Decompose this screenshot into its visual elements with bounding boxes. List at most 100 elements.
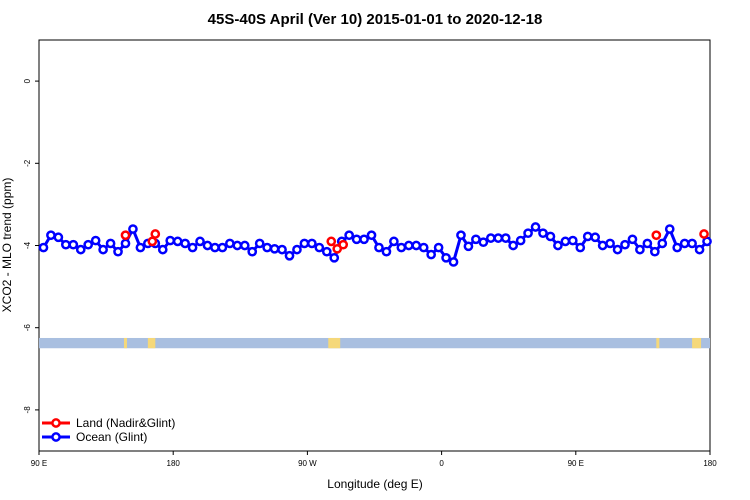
ocean-data-point xyxy=(307,238,317,249)
y-tick-label: -2 xyxy=(23,159,32,167)
ocean-data-point xyxy=(374,242,384,253)
ocean-data-point xyxy=(582,231,593,242)
land-data-point xyxy=(326,236,337,247)
land-band-segment xyxy=(147,337,156,349)
land-data-point xyxy=(120,230,131,241)
land-band-segment xyxy=(123,337,127,349)
ocean-data-point xyxy=(433,242,444,253)
ocean-data-point xyxy=(612,244,623,255)
x-axis-label: Longitude (deg E) xyxy=(327,477,422,491)
ocean-data-point xyxy=(292,244,302,255)
ocean-data-point xyxy=(247,246,258,257)
ocean-data-point xyxy=(567,235,578,246)
ocean-data-point xyxy=(157,244,168,255)
ocean-data-point xyxy=(500,233,511,243)
ocean-data-point xyxy=(53,232,64,243)
ocean-data-point xyxy=(232,240,243,251)
ocean-data-point xyxy=(627,234,638,245)
ocean-data-point xyxy=(284,250,295,261)
land-data-point xyxy=(150,229,161,239)
ocean-data-point xyxy=(180,238,190,249)
ocean-data-point xyxy=(120,238,131,249)
ocean-data-point xyxy=(381,246,392,257)
y-axis: 0 -2 -4 -6 -8 xyxy=(23,78,39,413)
x-tick-label: 90 E xyxy=(568,459,584,468)
ocean-data-point xyxy=(195,236,205,247)
land-data-point xyxy=(338,239,349,250)
ocean-data-point xyxy=(83,239,94,250)
x-tick-label: 90 W xyxy=(298,459,317,468)
ocean-data-point xyxy=(403,240,414,251)
x-tick-label: 180 xyxy=(167,459,181,468)
ocean-data-point xyxy=(515,235,526,246)
ocean-data-point xyxy=(575,242,586,253)
ocean-data-point xyxy=(366,230,377,241)
ocean-data-point xyxy=(478,237,489,248)
legend-label: Ocean (Glint) xyxy=(76,430,147,444)
legend: Land (Nadir&Glint)Ocean (Glint) xyxy=(42,416,175,444)
ocean-data-point xyxy=(687,238,697,249)
ocean-data-point xyxy=(553,240,563,251)
ocean-data-point xyxy=(664,224,675,234)
x-tick-label: 90 E xyxy=(31,459,47,468)
ocean-data-point xyxy=(46,230,56,241)
ocean-data-point xyxy=(545,231,556,242)
legend-marker xyxy=(51,418,61,428)
land-data-point xyxy=(651,230,662,241)
ocean-data-point xyxy=(471,234,481,245)
ocean-data-point xyxy=(351,234,362,245)
ocean-data-point xyxy=(105,238,116,249)
ocean-data-point xyxy=(649,246,660,257)
ocean-data-point xyxy=(344,230,355,241)
ocean-data-point xyxy=(299,238,310,249)
ocean-data-point xyxy=(396,242,407,253)
x-tick-label: 0 xyxy=(439,459,444,468)
ocean-data-point xyxy=(538,228,548,239)
ocean-data-point xyxy=(441,252,451,263)
ocean-data-point xyxy=(694,244,705,255)
ocean-data-point xyxy=(702,236,712,247)
ocean-data-point xyxy=(493,233,504,243)
legend-marker xyxy=(51,432,61,442)
ocean-data-point xyxy=(389,236,399,247)
ocean-data-point xyxy=(239,240,250,251)
ocean-data-point xyxy=(657,238,668,249)
land-band-segment xyxy=(692,337,702,349)
ocean-data-point xyxy=(635,244,645,255)
ocean-data-point xyxy=(605,238,615,249)
ocean-data-point xyxy=(359,234,369,245)
land-ocean-band xyxy=(39,337,710,349)
ocean-data-point xyxy=(75,244,86,255)
land-band-segment xyxy=(656,337,660,349)
y-tick-label: -6 xyxy=(23,324,32,332)
x-tick-label: 180 xyxy=(703,459,717,468)
ocean-data-point xyxy=(172,236,183,247)
ocean-data-point xyxy=(262,242,272,253)
ocean-data-point xyxy=(597,240,608,251)
ocean-data-point xyxy=(411,240,422,251)
legend-label: Land (Nadir&Glint) xyxy=(76,416,175,430)
ocean-data-point xyxy=(530,222,541,232)
y-tick-label: -8 xyxy=(23,406,32,414)
ocean-data-point xyxy=(98,244,108,255)
ocean-data-point xyxy=(277,244,287,255)
ocean-data-point xyxy=(165,235,176,246)
ocean-data-point xyxy=(426,249,437,260)
ocean-data-point xyxy=(68,239,79,250)
ocean-data-point xyxy=(90,235,101,246)
ocean-data-point xyxy=(321,246,332,257)
ocean-data-point xyxy=(314,242,325,253)
land-data-point xyxy=(147,236,158,247)
ocean-data-point xyxy=(523,228,533,239)
ocean-data-point xyxy=(642,238,653,249)
ocean-data-point xyxy=(254,238,265,249)
ocean-data-point xyxy=(485,233,496,243)
y-tick-label: -4 xyxy=(23,241,32,249)
ocean-data-point xyxy=(210,242,220,253)
land-band-segment xyxy=(328,337,341,349)
ocean-data-point xyxy=(463,241,474,252)
ocean-band xyxy=(39,337,710,349)
ocean-data-point xyxy=(329,252,340,263)
x-axis: 90 E 180 90 W 0 90 E 180 xyxy=(31,451,717,468)
ocean-data-point xyxy=(217,242,228,253)
